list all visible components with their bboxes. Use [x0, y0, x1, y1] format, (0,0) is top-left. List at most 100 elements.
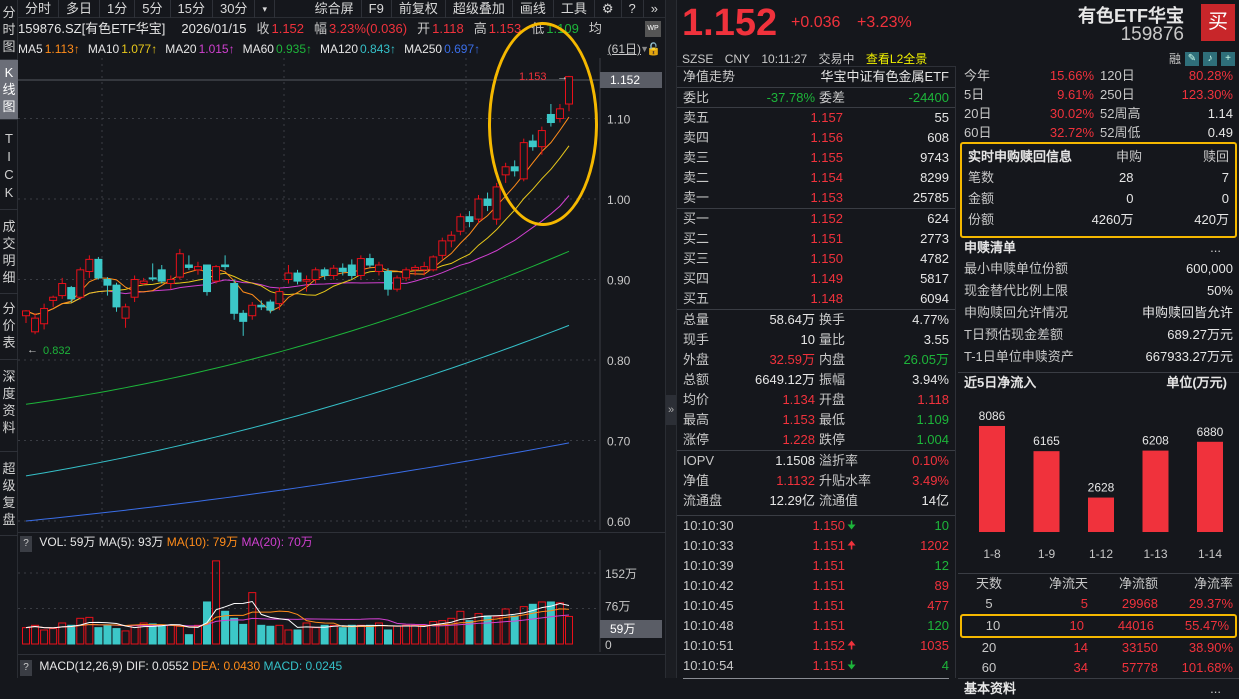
- kline-chart[interactable]: 1.101.000.900.800.700.601.153 →← 0.832: [18, 58, 665, 530]
- candle[interactable]: [329, 265, 338, 280]
- volume-chart[interactable]: 152万 76万 0: [18, 550, 665, 652]
- period-5min[interactable]: 5分: [135, 0, 171, 18]
- candle[interactable]: [320, 267, 329, 280]
- candle[interactable]: [266, 299, 275, 314]
- candle[interactable]: [420, 261, 429, 276]
- tab-intraday[interactable]: 分时图: [0, 0, 18, 60]
- tab-trade-detail[interactable]: 成交明细: [0, 210, 18, 294]
- bid-row[interactable]: 买五 1.148 6094: [677, 289, 955, 309]
- triangle-down-icon[interactable]: ▼: [640, 44, 649, 54]
- tools-button[interactable]: 工具: [554, 0, 595, 18]
- period-30min[interactable]: 30分: [213, 0, 256, 18]
- candle[interactable]: [465, 211, 474, 228]
- candle[interactable]: [148, 263, 157, 282]
- ask-row[interactable]: 卖三 1.155 9743: [677, 148, 955, 168]
- candle[interactable]: [275, 287, 284, 311]
- pencil-icon[interactable]: ✎: [1185, 51, 1199, 66]
- candle[interactable]: [356, 255, 365, 280]
- candle[interactable]: [456, 213, 465, 236]
- candle[interactable]: [438, 237, 447, 260]
- help-icon[interactable]: ?: [622, 0, 644, 18]
- nav-trend-row[interactable]: 净值走势 华宝中证有色金属ETF: [677, 67, 955, 87]
- l2-link[interactable]: 查看L2全景: [865, 52, 928, 66]
- plus-icon[interactable]: +: [1221, 51, 1235, 66]
- candle[interactable]: [85, 255, 94, 278]
- candle[interactable]: [130, 275, 139, 303]
- candle[interactable]: [411, 265, 420, 276]
- tab-replay[interactable]: 超级复盘: [0, 452, 18, 536]
- candle[interactable]: [49, 295, 58, 307]
- candle[interactable]: [94, 256, 103, 280]
- help-icon[interactable]: ?: [20, 536, 32, 552]
- candle[interactable]: [483, 192, 492, 212]
- period-15min[interactable]: 15分: [171, 0, 213, 18]
- forward-adjust-button[interactable]: 前复权: [392, 0, 446, 18]
- candle[interactable]: [492, 182, 501, 225]
- candle[interactable]: [365, 253, 374, 268]
- candle[interactable]: [230, 279, 239, 320]
- candle[interactable]: [212, 265, 221, 284]
- candle[interactable]: [474, 194, 483, 224]
- period-more-dropdown[interactable]: ▾: [255, 0, 275, 18]
- candle[interactable]: [284, 265, 293, 284]
- candle[interactable]: [384, 268, 392, 296]
- tab-depth[interactable]: 深度资料: [0, 360, 18, 452]
- candle[interactable]: [429, 255, 438, 272]
- candle[interactable]: [239, 310, 248, 336]
- period-multiday[interactable]: 多日: [59, 0, 101, 18]
- candle[interactable]: [121, 303, 130, 328]
- candle[interactable]: [184, 255, 193, 270]
- candle[interactable]: [31, 313, 40, 335]
- bid-row[interactable]: 买三 1.150 4782: [677, 249, 955, 269]
- candle[interactable]: [58, 277, 67, 299]
- creation-more[interactable]: ...: [1210, 240, 1221, 255]
- candle[interactable]: [402, 267, 411, 282]
- basic-info-header[interactable]: 基本资料 ...: [958, 678, 1239, 698]
- super-overlay-button[interactable]: 超级叠加: [446, 0, 513, 18]
- candle[interactable]: [347, 259, 356, 280]
- period-range[interactable]: (61日): [607, 42, 641, 56]
- buy-button[interactable]: 买: [1201, 4, 1235, 41]
- candle[interactable]: [157, 265, 166, 284]
- candle[interactable]: [447, 231, 456, 248]
- collapse-handle[interactable]: »: [666, 395, 676, 425]
- candle[interactable]: [393, 275, 402, 292]
- tick-list[interactable]: 10:10:30 1.150 🠋 10 10:10:33 1.151 🠉 1202 10:10:…: [677, 515, 955, 676]
- period-intraday[interactable]: 分时: [18, 0, 60, 18]
- composite-screen-button[interactable]: 综合屏: [308, 0, 362, 18]
- candle[interactable]: [112, 282, 121, 312]
- bid-row[interactable]: 买四 1.149 5817: [677, 269, 955, 289]
- candle[interactable]: [175, 248, 184, 280]
- candle[interactable]: [166, 275, 175, 290]
- candle[interactable]: [257, 300, 266, 311]
- candle[interactable]: [302, 275, 311, 292]
- candle[interactable]: [139, 277, 148, 286]
- lock-icon[interactable]: 🔓: [646, 42, 661, 56]
- candle[interactable]: [248, 302, 257, 320]
- candle[interactable]: [40, 303, 49, 330]
- candle[interactable]: [293, 269, 302, 285]
- candle[interactable]: [203, 264, 211, 296]
- ask-row[interactable]: 卖二 1.154 8299: [677, 168, 955, 188]
- f9-button[interactable]: F9: [362, 0, 392, 18]
- candle[interactable]: [76, 267, 85, 300]
- draw-line-button[interactable]: 画线: [513, 0, 554, 18]
- bid-row[interactable]: 买一 1.152 624: [677, 209, 955, 229]
- panel-divider[interactable]: [665, 0, 677, 678]
- ask-row[interactable]: 卖一 1.153 25785: [677, 188, 955, 208]
- bid-row[interactable]: 买二 1.151 2773: [677, 229, 955, 249]
- candle[interactable]: [22, 310, 30, 323]
- period-1min[interactable]: 1分: [100, 0, 136, 18]
- bell-icon[interactable]: ♪: [1203, 51, 1217, 66]
- candle[interactable]: [311, 267, 320, 284]
- tab-price-table[interactable]: 分价表: [0, 294, 18, 360]
- candle[interactable]: [67, 285, 76, 303]
- basic-more[interactable]: ...: [1210, 681, 1221, 696]
- candle[interactable]: [221, 255, 230, 270]
- wp-icon[interactable]: WP: [645, 21, 661, 37]
- candle[interactable]: [193, 261, 202, 275]
- ask-row[interactable]: 卖四 1.156 608: [677, 128, 955, 148]
- candle[interactable]: [103, 277, 112, 296]
